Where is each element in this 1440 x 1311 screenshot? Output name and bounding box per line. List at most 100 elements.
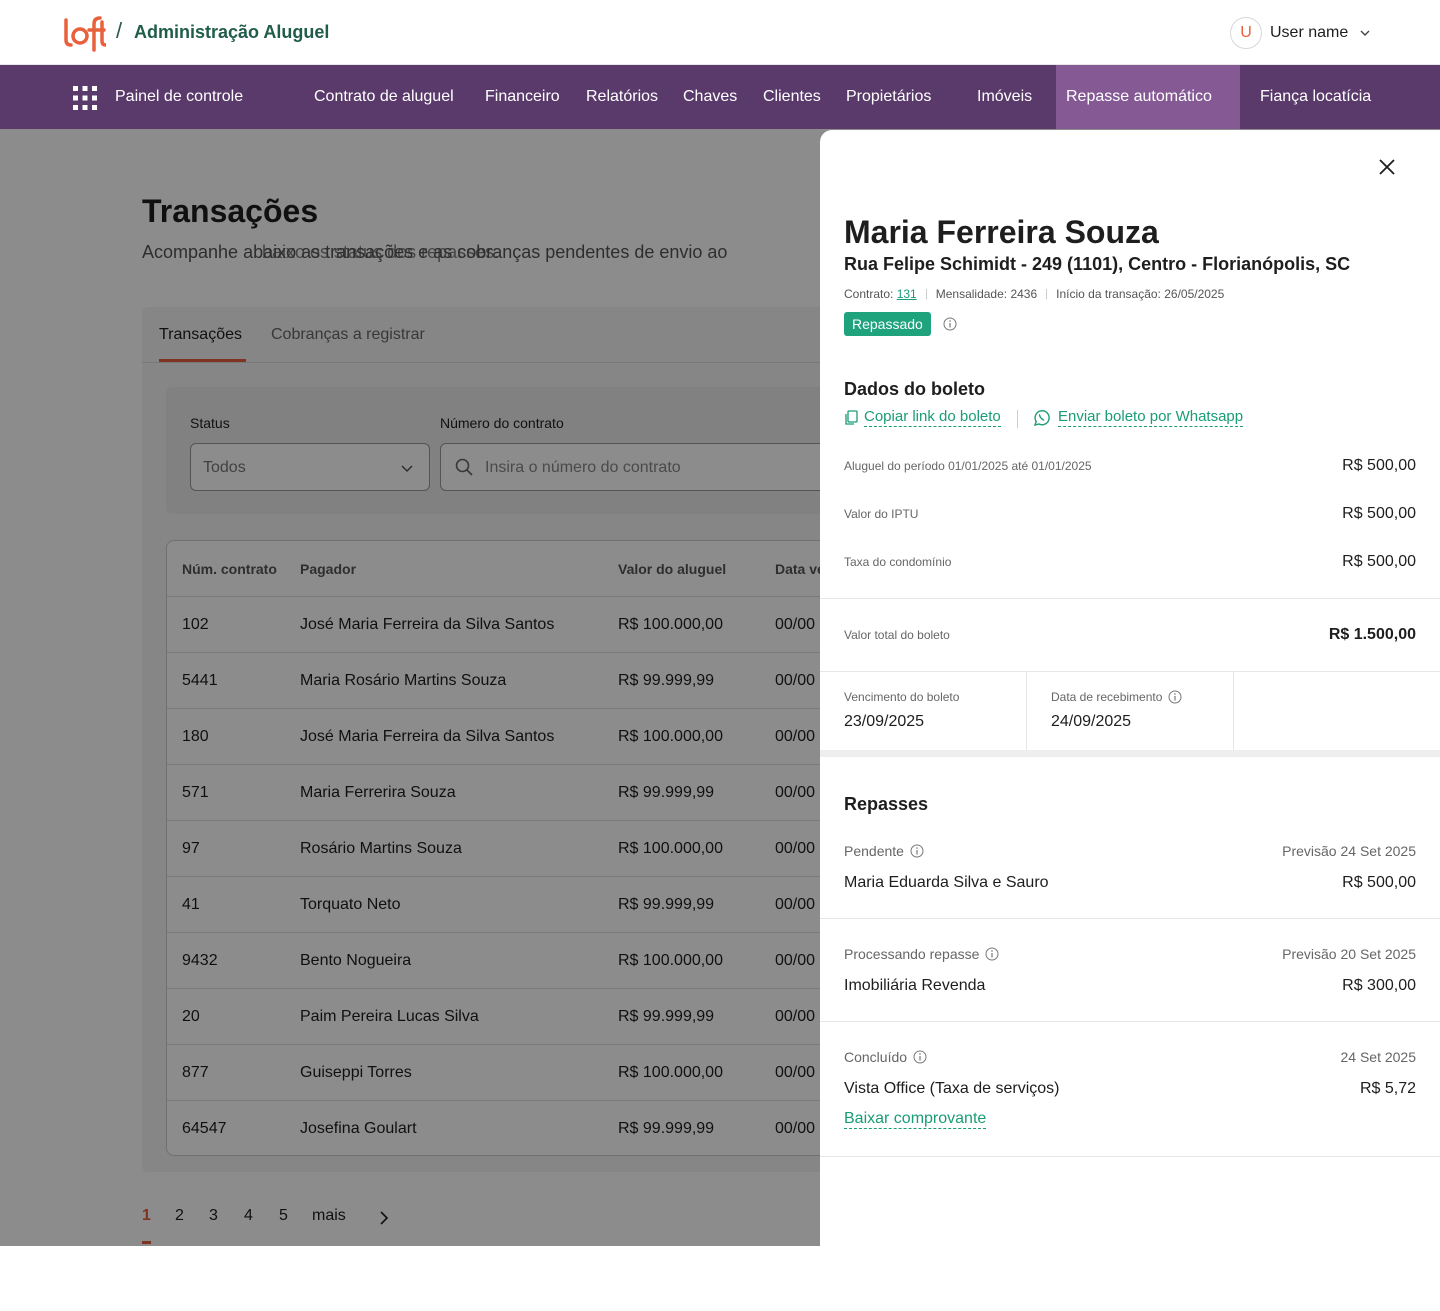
iptu-label: Valor do IPTU — [844, 507, 919, 521]
nav-financeiro[interactable]: Financeiro — [485, 88, 560, 105]
iptu-value: R$ 500,00 — [1342, 505, 1416, 522]
table-row[interactable]: 97 Rosário Martins Souza R$ 100.000,00 00/0… — [167, 820, 865, 876]
page-5[interactable]: 5 — [279, 1207, 288, 1224]
due-date-cell: 00/00 — [775, 616, 816, 633]
apps-grid-icon[interactable] — [73, 86, 97, 110]
received-date-label: Data de recebimento — [1051, 690, 1182, 704]
tenant-name: Maria Ferreira Souza — [844, 214, 1159, 250]
user-name[interactable]: User name — [1270, 24, 1349, 41]
avatar[interactable]: U — [1230, 17, 1262, 49]
chevron-right-icon[interactable] — [378, 1211, 390, 1225]
payer-cell: Guiseppi Torres — [300, 1064, 412, 1081]
table-row[interactable]: 877 Guiseppi Torres R$ 100.000,00 00/00 — [167, 1044, 865, 1100]
divider — [820, 671, 1440, 672]
total-label: Valor total do boleto — [844, 628, 950, 642]
page-more[interactable]: mais — [312, 1207, 346, 1224]
payer-cell: Maria Rosário Martins Souza — [300, 672, 507, 689]
total-value: R$ 1.500,00 — [1328, 626, 1416, 643]
contract-link[interactable]: 131 — [896, 287, 917, 301]
rent-value-cell: R$ 99.999,99 — [618, 1008, 715, 1025]
send-boleto-whatsapp-label: Enviar boleto por Whatsapp — [1058, 408, 1244, 427]
close-icon[interactable] — [1378, 158, 1396, 176]
contract-number-cell: 97 — [182, 840, 200, 857]
tab-transacoes[interactable]: Transações — [159, 326, 242, 343]
status-badge: Repassado — [844, 312, 931, 336]
info-icon[interactable] — [913, 1050, 927, 1064]
table-row[interactable]: 64547 Josefina Goulart R$ 99.999,99 00/00 — [167, 1100, 865, 1155]
property-address: Rua Felipe Schimidt - 249 (1101), Centro… — [844, 254, 1351, 274]
repasse-value: R$ 300,00 — [1342, 977, 1416, 994]
nav-propietarios[interactable]: Propietários — [846, 88, 932, 105]
repasse-status: Concluído — [844, 1049, 927, 1065]
column-header[interactable]: Núm. contrato — [182, 561, 277, 577]
chevron-down-icon — [401, 465, 413, 473]
table-row[interactable]: 5441 Maria Rosário Martins Souza R$ 99.999… — [167, 652, 865, 708]
main-nav: Painel de controle Contrato de aluguel F… — [0, 65, 1440, 129]
chevron-down-icon[interactable] — [1360, 28, 1370, 38]
download-receipt-link[interactable]: Baixar comprovante — [844, 1110, 987, 1129]
repasse-recipient: Vista Office (Taxa de serviços) — [844, 1080, 1060, 1097]
repasse-value: R$ 5,72 — [1359, 1080, 1416, 1097]
nav-clientes[interactable]: Clientes — [763, 88, 821, 105]
contract-number-label: Número do contrato — [440, 415, 564, 431]
due-date-cell: 00/00 — [775, 1008, 816, 1025]
user-menu[interactable]: U User name — [1230, 17, 1370, 49]
page-1[interactable]: 1 — [142, 1207, 151, 1224]
info-icon[interactable] — [910, 844, 924, 858]
nav-imoveis[interactable]: Imóveis — [977, 88, 1033, 105]
nav-repasse-automatico[interactable]: Repasse automático — [1056, 65, 1240, 129]
info-icon[interactable] — [1168, 690, 1182, 704]
table-row[interactable]: 9432 Bento Nogueira R$ 100.000,00 00/00 — [167, 932, 865, 988]
page-4[interactable]: 4 — [244, 1207, 253, 1224]
repasse-forecast: Previsão 20 Set 2025 — [1282, 946, 1416, 962]
column-header[interactable]: Pagador — [300, 561, 357, 577]
copy-boleto-link-button[interactable]: Copiar link do boleto — [844, 408, 1001, 427]
payer-cell: Torquato Neto — [300, 896, 401, 913]
rent-period-label: Aluguel do período 01/01/2025 até 01/01/… — [844, 459, 1092, 473]
transactions-table: Núm. contrato Pagador Valor do aluguel D… — [166, 540, 866, 1156]
repasse-recipient: Maria Eduarda Silva e Sauro — [844, 874, 1049, 891]
divider — [820, 918, 1440, 919]
app-title: Administração Aluguel — [134, 22, 330, 42]
rent-value-cell: R$ 99.999,99 — [618, 784, 715, 801]
divider — [820, 1156, 1440, 1157]
nav-chaves[interactable]: Chaves — [683, 88, 738, 105]
column-header[interactable]: Data ve — [775, 561, 825, 577]
column-header[interactable]: Valor do aluguel — [618, 561, 727, 577]
tab-cobrancas-a-registrar[interactable]: Cobranças a registrar — [271, 326, 425, 343]
repasse-status-text: Processando repasse — [844, 946, 980, 962]
nav-contrato-de-aluguel[interactable]: Contrato de aluguel — [314, 88, 454, 105]
page-3[interactable]: 3 — [209, 1207, 218, 1224]
divider — [1233, 672, 1234, 750]
active-tab-indicator — [159, 359, 246, 362]
payer-cell: Bento Nogueira — [300, 952, 412, 969]
nav-relatorios[interactable]: Relatórios — [586, 88, 659, 105]
rent-value-cell: R$ 99.999,99 — [618, 896, 715, 913]
transactions-card: Transações Cobranças a registrar Status … — [142, 307, 866, 1172]
active-page-indicator — [142, 1241, 151, 1244]
contract-number-cell: 5441 — [182, 672, 218, 689]
info-icon[interactable] — [985, 947, 999, 961]
contract-number-cell: 102 — [182, 616, 209, 633]
tabs: Transações Cobranças a registrar — [142, 307, 862, 363]
page-2[interactable]: 2 — [175, 1207, 184, 1224]
rent-value-cell: R$ 100.000,00 — [618, 952, 723, 969]
send-boleto-whatsapp-button[interactable]: Enviar boleto por Whatsapp — [1033, 408, 1244, 427]
info-icon[interactable] — [943, 317, 957, 331]
payer-cell: José Maria Ferreira da Silva Santos — [300, 616, 555, 633]
status-select[interactable]: Todos — [190, 443, 430, 491]
repasse-value: R$ 500,00 — [1342, 874, 1416, 891]
table-row[interactable]: 41 Torquato Neto R$ 99.999,99 00/00 — [167, 876, 865, 932]
table-row[interactable]: 571 Maria Ferrerira Souza R$ 99.999,99 00/0… — [167, 764, 865, 820]
repasse-status: Processando repasse — [844, 946, 999, 962]
table-row[interactable]: 102 José Maria Ferreira da Silva Santos R$… — [167, 596, 865, 652]
loft-logo[interactable] — [64, 14, 106, 52]
contract-search-input[interactable]: Insira o número do contrato — [440, 443, 860, 491]
due-date-cell: 00/00 — [775, 1120, 816, 1137]
copy-icon — [845, 409, 858, 425]
table-row[interactable]: 180 José Maria Ferreira da Silva Santos R$… — [167, 708, 865, 764]
nav-painel-de-controle[interactable]: Painel de controle — [115, 88, 244, 105]
table-row[interactable]: 20 Paim Pereira Lucas Silva R$ 99.999,99 00… — [167, 988, 865, 1044]
nav-fianca-locaticia[interactable]: Fiança locatícia — [1260, 88, 1372, 105]
divider — [1026, 672, 1027, 750]
